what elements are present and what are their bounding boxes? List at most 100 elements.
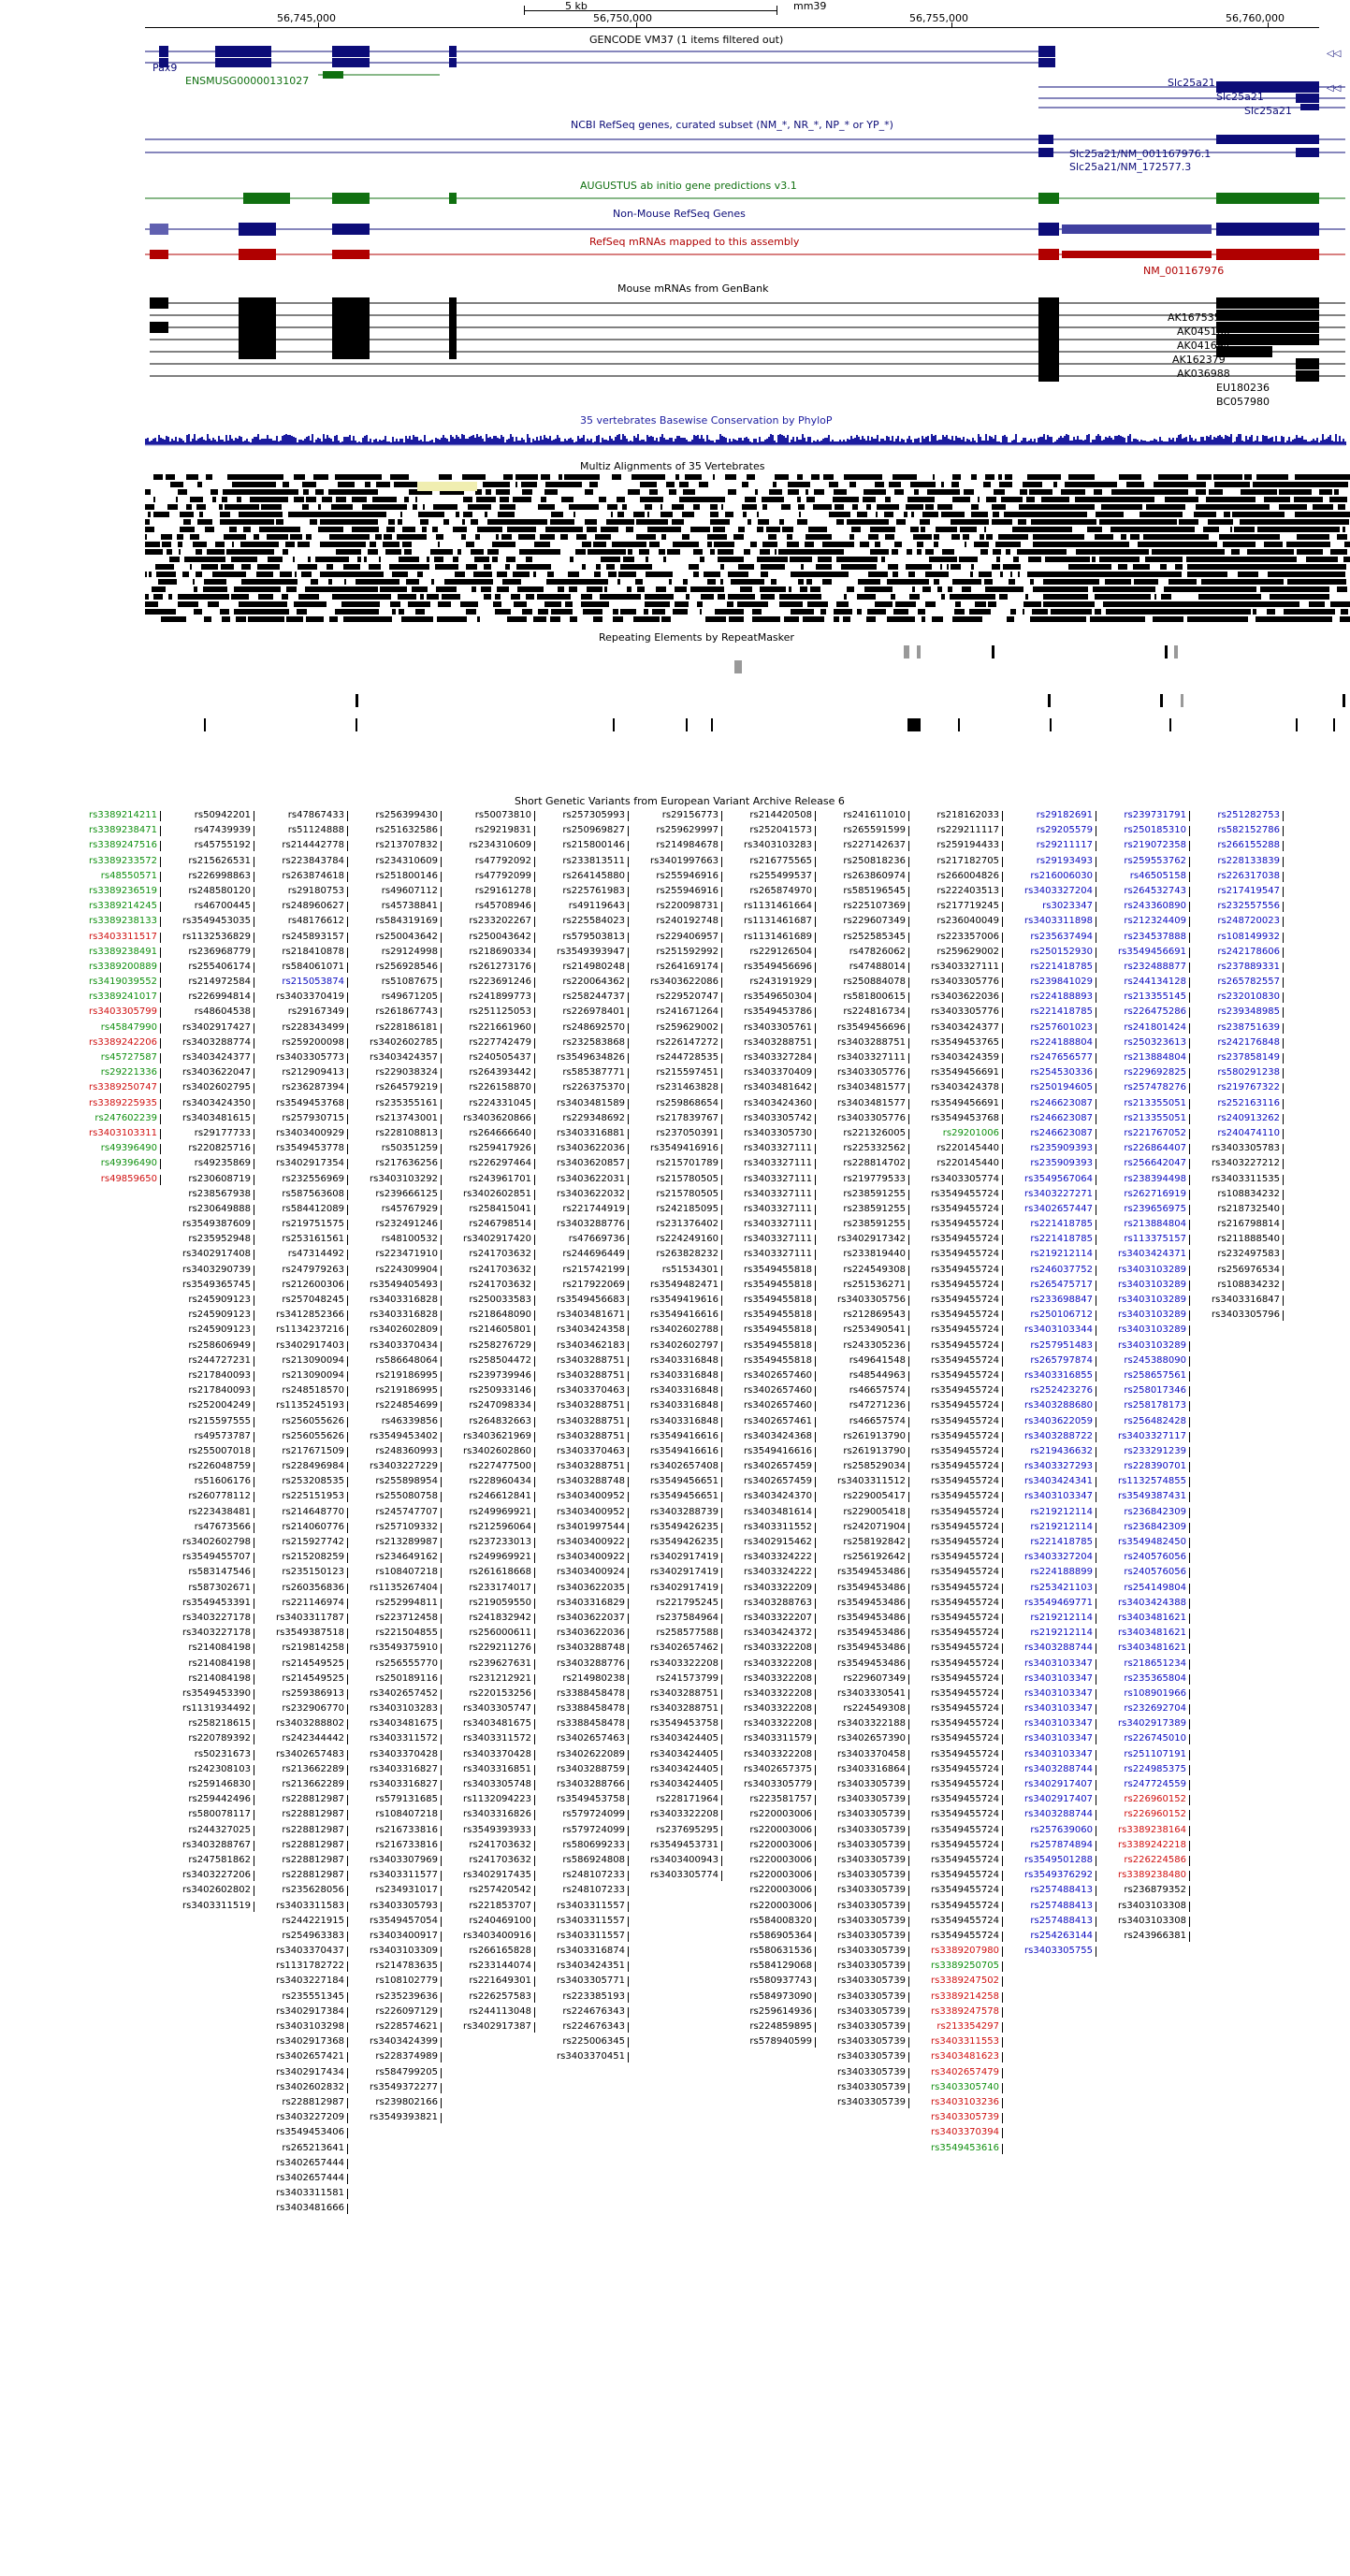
variant-item[interactable]: rs3388458478 — [538, 1686, 630, 1701]
variant-item[interactable]: rs213707832 — [351, 838, 443, 853]
variant-item[interactable]: rs3403316848 — [631, 1414, 723, 1429]
variant-item[interactable]: rs3402917434 — [257, 2065, 349, 2080]
variant-item[interactable]: rs3403311519 — [164, 1899, 255, 1914]
variant-item[interactable]: rs49641548 — [819, 1353, 910, 1368]
variant-item[interactable]: rs3549455724 — [912, 1565, 1004, 1580]
variant-item[interactable]: rs108901966 — [1099, 1686, 1191, 1701]
variant-item[interactable]: rs3403305776 — [819, 1065, 910, 1080]
variant-item[interactable]: rs241703632 — [444, 1838, 536, 1853]
variant-item[interactable]: rs244728535 — [631, 1050, 723, 1065]
variant-item[interactable]: rs3403311787 — [257, 1611, 349, 1626]
variant-item[interactable]: rs250194605 — [1006, 1080, 1097, 1095]
variant-item[interactable]: rs243191929 — [725, 975, 817, 990]
variant-item[interactable]: rs220003006 — [725, 1883, 817, 1898]
variant-item[interactable]: rs257109332 — [351, 1520, 443, 1535]
variant-item[interactable]: rs3403316847 — [1193, 1293, 1285, 1308]
variant-item[interactable]: rs3403305774 — [631, 1868, 723, 1883]
variant-item[interactable]: rs220153256 — [444, 1686, 536, 1701]
variant-item[interactable]: rs243961701 — [444, 1172, 536, 1187]
variant-item[interactable]: rs3403288751 — [538, 1368, 630, 1383]
variant-item[interactable]: rs3549375910 — [351, 1641, 443, 1656]
variant-item[interactable]: rs3403424405 — [631, 1731, 723, 1746]
variant-item[interactable]: rs3549455724 — [912, 1323, 1004, 1338]
variant-item[interactable]: rs220003006 — [725, 1838, 817, 1853]
variant-item[interactable]: rs3402917419 — [631, 1565, 723, 1580]
variant-item[interactable]: rs3403316848 — [631, 1353, 723, 1368]
variant-item[interactable]: rs256555770 — [351, 1657, 443, 1672]
variant-item[interactable]: rs49119643 — [538, 899, 630, 914]
variant-item[interactable]: rs45727587 — [70, 1050, 162, 1065]
variant-item[interactable]: rs251282753 — [1193, 808, 1285, 823]
variant-item[interactable]: rs46657574 — [819, 1383, 910, 1398]
variant-item[interactable]: rs3403288751 — [631, 1701, 723, 1716]
variant-item[interactable]: rs108102779 — [351, 1974, 443, 1989]
variant-item[interactable]: rs3403311557 — [538, 1914, 630, 1929]
variant-item[interactable]: rs3549393933 — [444, 1823, 536, 1838]
variant-item[interactable]: rs3389241017 — [70, 990, 162, 1005]
variant-item[interactable]: rs1131461687 — [725, 914, 817, 929]
variant-item[interactable]: rs3403316828 — [351, 1308, 443, 1323]
variant-item[interactable]: rs47673566 — [164, 1520, 255, 1535]
variant-item[interactable]: rs234537888 — [1099, 930, 1191, 945]
variant-item[interactable]: rs257639060 — [1006, 1823, 1097, 1838]
variant-item[interactable]: rs49671205 — [351, 990, 443, 1005]
variant-item[interactable]: rs3403327204 — [1006, 884, 1097, 899]
variant-item[interactable]: rs3389238133 — [70, 914, 162, 929]
variant-item[interactable]: rs3403481671 — [538, 1308, 630, 1323]
variant-item[interactable]: rs212596064 — [444, 1520, 536, 1535]
variant-item[interactable]: rs244727231 — [164, 1353, 255, 1368]
variant-item[interactable]: rs254149804 — [1099, 1581, 1191, 1596]
variant-item[interactable]: rs223843784 — [257, 854, 349, 869]
variant-item[interactable]: rs239656975 — [1099, 1202, 1191, 1217]
variant-item[interactable]: rs3549453616 — [912, 2141, 1004, 2156]
variant-item[interactable]: rs3403424370 — [725, 1489, 817, 1504]
variant-item[interactable]: rs259146830 — [164, 1777, 255, 1792]
variant-item[interactable]: rs29182691 — [1006, 808, 1097, 823]
variant-item[interactable]: rs3549455724 — [912, 1505, 1004, 1520]
variant-item[interactable]: rs219072358 — [1099, 838, 1191, 853]
variant-item[interactable]: rs250884078 — [819, 975, 910, 990]
variant-item[interactable]: rs246623087 — [1006, 1096, 1097, 1111]
variant-item[interactable]: rs213355051 — [1099, 1111, 1191, 1126]
variant-item[interactable]: rs47826062 — [819, 945, 910, 960]
variant-item[interactable]: rs243305236 — [819, 1339, 910, 1353]
gencode-label-slc25a21-2[interactable]: Slc25a21 — [1216, 91, 1264, 103]
variant-item[interactable]: rs226864407 — [1099, 1141, 1191, 1156]
variant-item[interactable]: rs3402917384 — [257, 2004, 349, 2019]
mouse-mrna-label-7[interactable]: BC057980 — [1216, 396, 1270, 408]
variant-item[interactable]: rs250323613 — [1099, 1035, 1191, 1050]
variant-item[interactable]: rs108407218 — [351, 1807, 443, 1822]
variant-item[interactable]: rs227142637 — [819, 838, 910, 853]
variant-item[interactable]: rs3389200889 — [70, 960, 162, 975]
variant-item[interactable]: rs256976534 — [1193, 1263, 1285, 1278]
variant-item[interactable]: rs225006345 — [538, 2034, 630, 2049]
variant-item[interactable]: rs51606176 — [164, 1474, 255, 1489]
variant-item[interactable]: rs3403322207 — [725, 1611, 817, 1626]
variant-item[interactable]: rs584973090 — [725, 1990, 817, 2004]
variant-item[interactable]: rs235909393 — [1006, 1141, 1097, 1156]
variant-item[interactable]: rs3402657461 — [725, 1414, 817, 1429]
variant-item[interactable]: rs263874618 — [257, 869, 349, 884]
variant-item[interactable]: rs257305993 — [538, 808, 630, 823]
variant-item[interactable]: rs3549455724 — [912, 1929, 1004, 1944]
variant-item[interactable]: rs49859650 — [70, 1172, 162, 1187]
variant-item[interactable]: rs3549387431 — [1099, 1489, 1191, 1504]
variant-item[interactable]: rs236968779 — [164, 945, 255, 960]
variant-item[interactable]: rs3403288759 — [538, 1762, 630, 1777]
variant-item[interactable]: rs228171964 — [631, 1792, 723, 1807]
variant-item[interactable]: rs224549308 — [819, 1701, 910, 1716]
variant-item[interactable]: rs258017346 — [1099, 1383, 1191, 1398]
variant-item[interactable]: rs3403622031 — [538, 1172, 630, 1187]
variant-item[interactable]: rs217840093 — [164, 1383, 255, 1398]
variant-item[interactable]: rs3549501288 — [1006, 1853, 1097, 1868]
variant-item[interactable]: rs239731791 — [1099, 808, 1191, 823]
variant-item[interactable]: rs240469100 — [444, 1914, 536, 1929]
variant-item[interactable]: rs3403424357 — [351, 1050, 443, 1065]
variant-item[interactable]: rs221418785 — [1006, 1535, 1097, 1550]
variant-item[interactable]: rs3403305796 — [1193, 1308, 1285, 1323]
variant-item[interactable]: rs217419547 — [1193, 884, 1285, 899]
variant-item[interactable]: rs3403103289 — [1099, 1308, 1191, 1323]
variant-item[interactable]: rs253490541 — [819, 1323, 910, 1338]
variant-item[interactable]: rs47792092 — [444, 854, 536, 869]
variant-item[interactable]: rs3549416616 — [631, 1429, 723, 1444]
